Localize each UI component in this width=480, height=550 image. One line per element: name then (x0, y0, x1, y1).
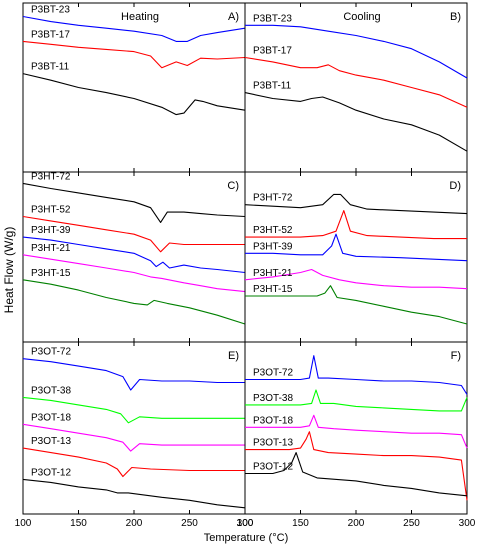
series-label: P3OT-13 (253, 438, 293, 449)
series-label: P3HT-52 (31, 205, 71, 216)
series-line-p3bt-23 (22, 15, 246, 42)
panel-c: P3HT-72 P3HT-52 P3HT-39 P3HT-21 P3HT-15 C) (22, 171, 246, 343)
panel-letter: D) (449, 180, 461, 192)
series-line-p3ht-39 (245, 233, 468, 262)
series-line-p3bt-23 (245, 24, 468, 79)
series-label: P3BT-23 (31, 5, 70, 16)
series-line-p3ht-72 (244, 193, 468, 215)
x-tick-label: 200 (126, 518, 143, 529)
series-line-p3ht-21 (22, 254, 246, 293)
series-line-p3ot-12 (22, 478, 246, 509)
series-label: P3HT-52 (253, 225, 293, 236)
series-label: P3HT-72 (31, 171, 71, 182)
series-line-p3bt-17 (22, 40, 246, 69)
x-tick-label: 200 (348, 518, 365, 529)
x-tick-label: 100 (237, 518, 254, 529)
series-line-p3ot-18 (22, 423, 245, 452)
series-label: P3HT-21 (31, 243, 71, 254)
series-line-p3ot-18 (245, 414, 468, 449)
series-line-p3ht-52 (245, 210, 467, 240)
series-label: P3OT-12 (253, 461, 293, 472)
series-label: P3OT-12 (31, 467, 71, 478)
panel-letter: F) (451, 350, 461, 362)
series-label: P3OT-18 (31, 412, 71, 423)
panel-frame (22, 341, 246, 515)
series-label: P3OT-18 (253, 415, 293, 426)
series-label: P3OT-13 (31, 436, 71, 447)
series-label: P3HT-15 (31, 268, 71, 279)
series-line-p3ot-13 (22, 447, 245, 478)
x-tick-label: 250 (181, 518, 198, 529)
series-line-p3ot-38 (22, 396, 245, 424)
series-label: P3OT-72 (31, 347, 71, 358)
panel-letter: A) (228, 11, 239, 23)
x-tick-label: 300 (237, 518, 254, 529)
series-label: P3BT-11 (253, 81, 292, 92)
series-line-p3ot-38 (245, 389, 468, 412)
series-label: P3BT-17 (253, 45, 292, 56)
series-label: P3HT-72 (253, 193, 293, 204)
panel-letter: E) (228, 350, 239, 362)
y-axis-label: Heat Flow (W/g) (2, 227, 16, 314)
series-line-p3bt-17 (244, 56, 468, 108)
series-line-p3ht-52 (22, 215, 245, 253)
panel-frame (22, 171, 246, 343)
x-tick-label: 250 (403, 518, 420, 529)
series-line-p3ht-15 (245, 285, 468, 325)
series-label: P3HT-39 (253, 241, 293, 252)
series-label: P3HT-15 (253, 284, 293, 295)
x-tick-label: 100 (15, 518, 32, 529)
panel-letter: C) (227, 180, 239, 192)
series-line-p3ht-15 (22, 279, 246, 325)
series-line-p3ot-72 (22, 358, 245, 391)
x-axis-label: Temperature (°C) (204, 532, 288, 544)
panel-a: P3BT-23 P3BT-17 P3BT-11 A) Heating (22, 2, 246, 173)
series-label: P3BT-23 (253, 13, 292, 24)
series-label: P3HT-21 (253, 268, 293, 279)
series-line-p3ht-39 (22, 236, 246, 274)
panel-f: P3OT-72 P3OT-38 P3OT-18 P3OT-13 P3OT-12 F) (244, 341, 468, 515)
panel-frame (22, 2, 246, 173)
series-line-p3ht-21 (244, 268, 468, 290)
x-tick-label: 150 (70, 518, 87, 529)
series-label: P3BT-17 (31, 29, 70, 40)
series-label: P3OT-72 (253, 368, 293, 379)
series-label: P3OT-38 (253, 393, 293, 404)
series-line-p3ot-72 (245, 355, 468, 395)
x-tick-label: 150 (292, 518, 309, 529)
series-label: P3OT-38 (31, 385, 71, 396)
panel-letter: B) (450, 11, 461, 23)
panel-d: P3HT-72 P3HT-52 P3HT-39 P3HT-21 P3HT-15 D) (244, 171, 468, 343)
series-line-p3ot-13 (245, 431, 468, 501)
x-tick-label: 300 (459, 518, 476, 529)
series-line-p3bt-11 (244, 92, 468, 152)
series-label: P3BT-11 (31, 62, 70, 73)
series-label: P3HT-39 (31, 225, 71, 236)
series-line-p3ot-12 (245, 452, 468, 497)
series-line-p3ht-72 (22, 182, 246, 223)
panel-title: Cooling (343, 11, 380, 23)
panel-e: P3OT-72 P3OT-38 P3OT-18 P3OT-13 P3OT-12 E) (22, 341, 246, 515)
panel-title: Heating (121, 11, 159, 23)
panel-b: P3BT-23 P3BT-17 P3BT-11 B) Cooling (244, 2, 468, 173)
series-line-p3bt-11 (22, 73, 246, 116)
